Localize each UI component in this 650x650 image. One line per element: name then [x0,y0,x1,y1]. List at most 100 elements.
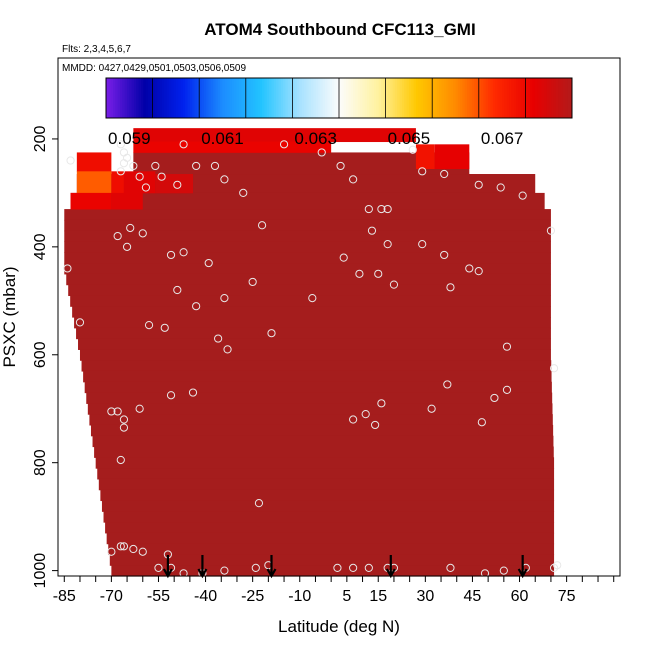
colorbar-swatch [276,78,279,118]
sample-point [546,226,556,235]
colorbar-swatch [495,78,498,118]
sample-point [367,226,377,235]
colorbar-swatch [192,78,196,118]
sample-point [220,294,229,303]
colorbar-swatch [359,78,363,118]
sample-point [383,240,392,249]
colorbar-swatch [178,78,182,118]
sample-point [355,269,364,278]
x-tick-label: 15 [369,588,387,605]
sample-point [166,391,176,400]
colorbar-swatch [185,78,189,118]
sample-point [126,223,135,233]
sample-point [141,183,151,192]
colorbar-swatch [436,78,440,118]
colorbar-swatch [280,78,284,118]
colorbar-swatch [541,78,545,118]
colorbar-swatch [208,78,212,118]
heatmap-band [78,338,551,350]
heatmap-cell [123,171,156,194]
colorbar-swatch [308,78,312,118]
colorbar-swatch [488,78,491,118]
sample-point [336,161,345,171]
heatmap-band [109,554,555,566]
sample-point [377,204,386,214]
colorbar-swatch [236,78,240,118]
colorbar-swatch [299,78,303,118]
colorbar-swatch [224,78,228,118]
heatmap-band [81,360,552,372]
colorbar-swatch [133,78,137,118]
sample-point [502,385,512,394]
y-tick-label: 400 [32,233,49,260]
colorbar-swatch [150,78,154,118]
heatmap-band [76,327,551,340]
colorbar-swatch [397,78,401,118]
colorbar-swatch [201,78,205,118]
colorbar-swatch [525,78,529,118]
colorbar-swatch [259,78,263,118]
colorbar-swatch [231,78,235,118]
sample-point [63,264,72,273]
colorbar-swatch [147,78,151,118]
sample-point [173,285,182,295]
sample-point [113,407,122,416]
colorbar-swatch [238,78,242,118]
colorbar-swatch [252,78,256,118]
colorbar-swatch [339,78,342,118]
colorbar-swatch [220,78,223,118]
colorbar-swatch [206,78,210,118]
colorbar-swatch [166,78,170,118]
sample-point [122,153,132,162]
x-tick-label: 30 [416,588,434,605]
sample-point [418,167,427,176]
sample-point [220,566,229,575]
colorbar-swatch [476,78,480,118]
colorbar-swatch [283,78,286,118]
colorbar-swatch [467,78,470,118]
colorbar-swatch [117,78,121,118]
sample-point [239,188,248,197]
colorbar-swatch [415,78,419,118]
sample-point [192,161,201,171]
colorbar-swatch [262,78,265,118]
colorbar-swatch [462,78,466,118]
sample-point [371,420,380,430]
sample-point [119,159,129,168]
sample-point [518,191,527,200]
sample-point [408,145,417,154]
x-axis-label: Latitude (deg N) [278,617,400,636]
chart-title: ATOM4 Southbound CFC113_GMI [204,20,475,39]
heatmap-band [64,209,551,221]
colorbar-swatch [145,78,149,118]
colorbar-swatch [392,78,396,118]
colorbar-swatch [304,78,307,118]
colorbar-swatch [371,78,375,118]
colorbar-swatch [152,78,156,118]
colorbar-swatch [115,78,119,118]
colorbar-swatch [215,78,219,118]
heatmap-band [105,522,555,534]
sample-point [349,415,358,424]
colorbar-swatch [348,78,352,118]
x-tick-label: -70 [100,588,123,605]
sample-point [116,140,125,149]
colorbar-swatch [518,78,522,118]
heatmap-field [64,128,555,577]
colorbar-swatch [124,78,128,118]
sample-point [418,240,427,249]
colorbar-swatch [294,78,298,118]
sample-point [446,563,455,573]
heatmap-band [97,468,555,480]
colorbar-swatch [119,78,123,118]
colorbar-swatch [439,78,443,118]
colorbar-swatch [520,78,524,118]
sample-point [549,364,559,373]
sample-point [144,320,154,330]
sample-point [179,569,188,578]
heatmap-band [64,252,551,264]
colorbar-swatch [257,78,261,118]
sample-point [204,258,213,268]
colorbar-swatch [320,78,324,118]
colorbar-swatch [537,78,540,118]
